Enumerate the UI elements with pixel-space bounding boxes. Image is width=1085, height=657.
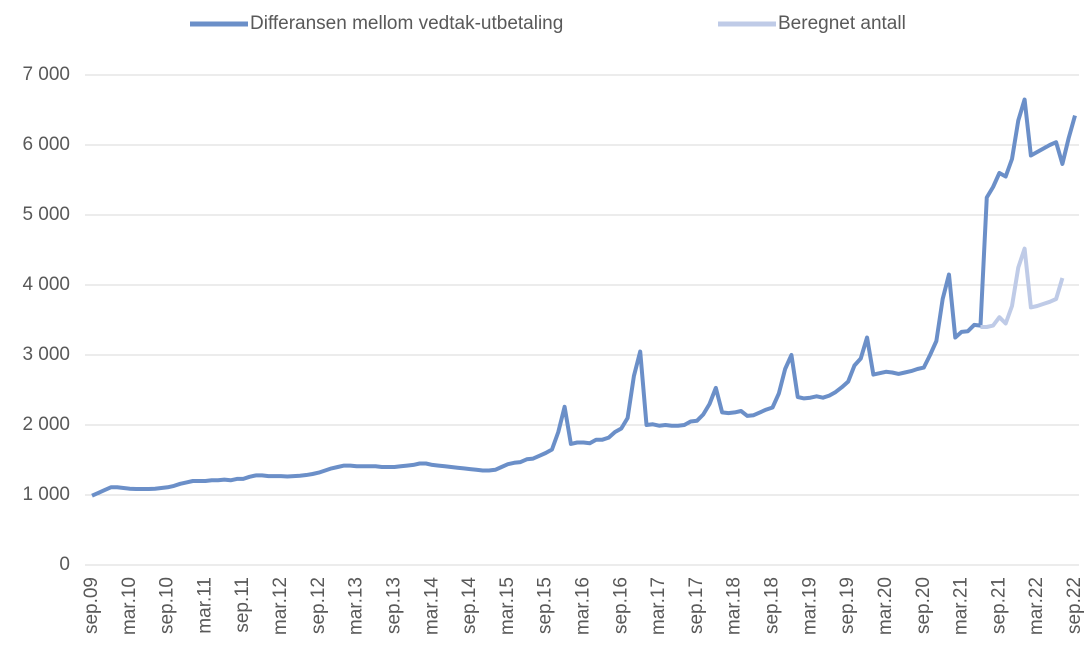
series-line <box>980 246 1065 329</box>
x-tick-label: mar.21 <box>951 577 972 635</box>
x-tick-label: sep.22 <box>1064 577 1085 634</box>
x-tick-label: mar.15 <box>497 577 518 635</box>
x-tick-label: sep.15 <box>535 577 556 634</box>
y-tick-label: 3 000 <box>22 344 70 365</box>
x-tick-label: sep.21 <box>988 577 1009 634</box>
x-tick-label: sep.17 <box>686 577 707 634</box>
x-tick-label: mar.16 <box>573 577 594 635</box>
y-tick-label: 0 <box>59 554 70 575</box>
x-tick-label: sep.18 <box>762 577 783 634</box>
x-tick-label: sep.09 <box>81 577 102 634</box>
x-tick-label: mar.10 <box>119 577 140 635</box>
x-tick-label: mar.18 <box>724 577 745 635</box>
x-tick-label: mar.17 <box>648 577 669 635</box>
legend-label: Differansen mellom vedtak-utbetaling <box>250 13 563 34</box>
x-tick-label: sep.16 <box>610 577 631 634</box>
x-tick-label: sep.13 <box>383 577 404 634</box>
x-tick-label: mar.20 <box>875 577 896 635</box>
x-tick-label: sep.14 <box>459 577 480 634</box>
x-tick-label: sep.20 <box>913 577 934 634</box>
x-tick-label: mar.12 <box>270 577 291 635</box>
y-tick-label: 7 000 <box>22 64 70 85</box>
y-tick-label: 4 000 <box>22 274 70 295</box>
x-tick-label: mar.13 <box>346 577 367 635</box>
legend-label: Beregnet antall <box>778 13 906 34</box>
x-tick-label: sep.10 <box>157 577 178 634</box>
x-tick-label: mar.19 <box>799 577 820 635</box>
y-tick-label: 1 000 <box>22 484 70 505</box>
series-line <box>91 97 1077 498</box>
x-tick-label: mar.22 <box>1026 577 1047 635</box>
y-tick-label: 2 000 <box>22 414 70 435</box>
y-tick-label: 5 000 <box>22 204 70 225</box>
x-tick-label: mar.14 <box>421 577 442 636</box>
x-tick-label: mar.11 <box>194 577 215 634</box>
x-tick-label: sep.11 <box>232 577 253 633</box>
y-tick-label: 6 000 <box>22 134 70 155</box>
x-tick-label: sep.19 <box>837 577 858 634</box>
x-tick-label: sep.12 <box>308 577 329 634</box>
